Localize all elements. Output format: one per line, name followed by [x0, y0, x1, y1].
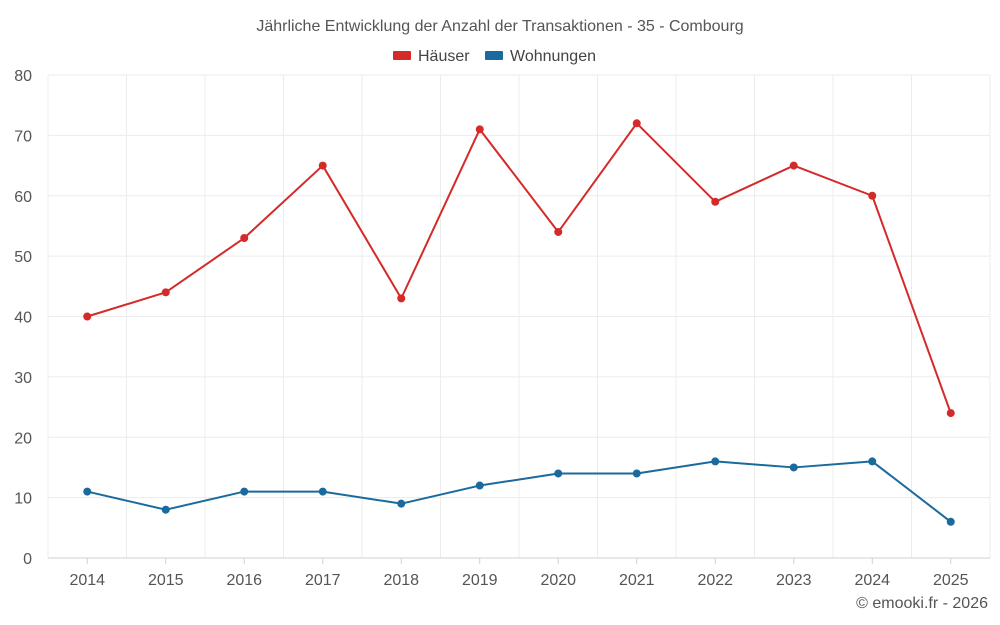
- data-point-wohnungen[interactable]: [946, 517, 955, 526]
- data-point-wohnungen[interactable]: [83, 487, 92, 496]
- data-point-wohnungen[interactable]: [318, 487, 327, 496]
- x-tick-label: 2018: [383, 572, 419, 589]
- x-tick-label: 2021: [619, 572, 655, 589]
- legend-item-wohnungen[interactable]: Wohnungen: [485, 48, 596, 65]
- data-point-wohnungen[interactable]: [632, 469, 641, 478]
- y-tick-label: 60: [14, 189, 32, 206]
- data-point-haeuser[interactable]: [632, 119, 641, 128]
- chart-title: Jährliche Entwicklung der Anzahl der Tra…: [256, 18, 743, 35]
- data-point-haeuser[interactable]: [240, 234, 249, 243]
- y-tick-label: 0: [23, 551, 32, 568]
- data-point-wohnungen[interactable]: [240, 487, 249, 496]
- data-point-wohnungen[interactable]: [711, 457, 720, 466]
- series-line-haeuser: [86, 122, 952, 414]
- series-line-wohnungen: [87, 460, 952, 523]
- x-axis-ticks: 2014 2015 2016 2017 2018 2019 2020 2021 2022 2023…: [69, 558, 969, 589]
- x-tick-label: 2023: [776, 572, 812, 589]
- data-point-haeuser[interactable]: [946, 409, 955, 418]
- y-tick-label: 80: [14, 68, 32, 85]
- data-point-haeuser[interactable]: [83, 312, 92, 321]
- data-point-wohnungen[interactable]: [397, 499, 406, 508]
- legend-label-wohnungen: Wohnungen: [510, 48, 596, 65]
- legend-label-haeuser: Häuser: [418, 48, 470, 65]
- y-tick-label: 20: [14, 430, 32, 447]
- x-tick-label: 2020: [540, 572, 576, 589]
- x-tick-label: 2019: [462, 572, 498, 589]
- data-point-haeuser[interactable]: [554, 227, 563, 236]
- data-point-haeuser[interactable]: [161, 288, 170, 297]
- data-point-wohnungen[interactable]: [475, 481, 484, 490]
- data-point-wohnungen[interactable]: [554, 469, 563, 478]
- data-point-haeuser[interactable]: [397, 294, 406, 303]
- legend: Häuser Wohnungen: [393, 48, 596, 65]
- y-tick-label: 70: [14, 128, 32, 145]
- x-tick-label: 2024: [854, 572, 890, 589]
- y-tick-label: 50: [14, 249, 32, 266]
- data-point-wohnungen[interactable]: [161, 505, 170, 514]
- y-tick-label: 10: [14, 491, 32, 508]
- data-point-wohnungen[interactable]: [868, 457, 877, 466]
- y-axis-ticks: 0 10 20 30 40 50 60 70 80: [14, 68, 32, 568]
- y-tick-label: 30: [14, 370, 32, 387]
- x-tick-label: 2015: [148, 572, 184, 589]
- legend-swatch-haeuser: [393, 51, 411, 60]
- credit: © emooki.fr - 2026: [856, 595, 988, 612]
- legend-item-haeuser[interactable]: Häuser: [393, 48, 470, 65]
- x-tick-label: 2017: [305, 572, 341, 589]
- data-point-haeuser[interactable]: [318, 161, 327, 170]
- data-point-haeuser[interactable]: [711, 197, 720, 206]
- x-tick-label: 2016: [226, 572, 262, 589]
- legend-swatch-wohnungen: [485, 51, 503, 60]
- data-point-haeuser[interactable]: [789, 161, 798, 170]
- series: [83, 119, 955, 526]
- data-point-haeuser[interactable]: [475, 125, 484, 134]
- data-point-wohnungen[interactable]: [789, 463, 798, 472]
- grid: [47, 74, 991, 559]
- x-tick-label: 2025: [933, 572, 969, 589]
- x-tick-label: 2014: [69, 572, 105, 589]
- y-tick-label: 40: [14, 310, 32, 327]
- x-tick-label: 2022: [697, 572, 733, 589]
- data-point-haeuser[interactable]: [868, 191, 877, 200]
